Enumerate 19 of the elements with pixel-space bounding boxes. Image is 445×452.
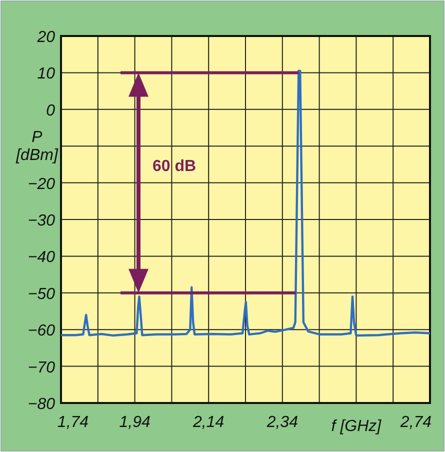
- y-tick-label: −70: [28, 359, 56, 376]
- y-tick-label: 20: [36, 29, 56, 46]
- y-tick-label: −80: [28, 396, 56, 413]
- y-tick-label: −50: [28, 286, 56, 303]
- y-tick-label: 0: [46, 102, 56, 120]
- x-tick-label: 2,74: [399, 414, 432, 431]
- x-axis-title: f [GHz]: [331, 418, 382, 435]
- y-tick-label: −30: [28, 212, 56, 230]
- y-axis-title: P [dBm]: [15, 129, 58, 164]
- y-tick-label: 10: [37, 66, 56, 83]
- x-tick-label: 1,74: [57, 414, 89, 431]
- annotation: 60 dB: [152, 158, 196, 175]
- x-tick-label: 2,34: [266, 414, 298, 431]
- y-tick-label: −60: [28, 322, 56, 340]
- line-series: [60, 70, 432, 337]
- x-tick-label: 2,14: [192, 414, 224, 431]
- x-tick-label: 1,94: [119, 414, 150, 431]
- y-tick-label: −40: [28, 249, 56, 266]
- y-tick-label: −20: [28, 176, 56, 193]
